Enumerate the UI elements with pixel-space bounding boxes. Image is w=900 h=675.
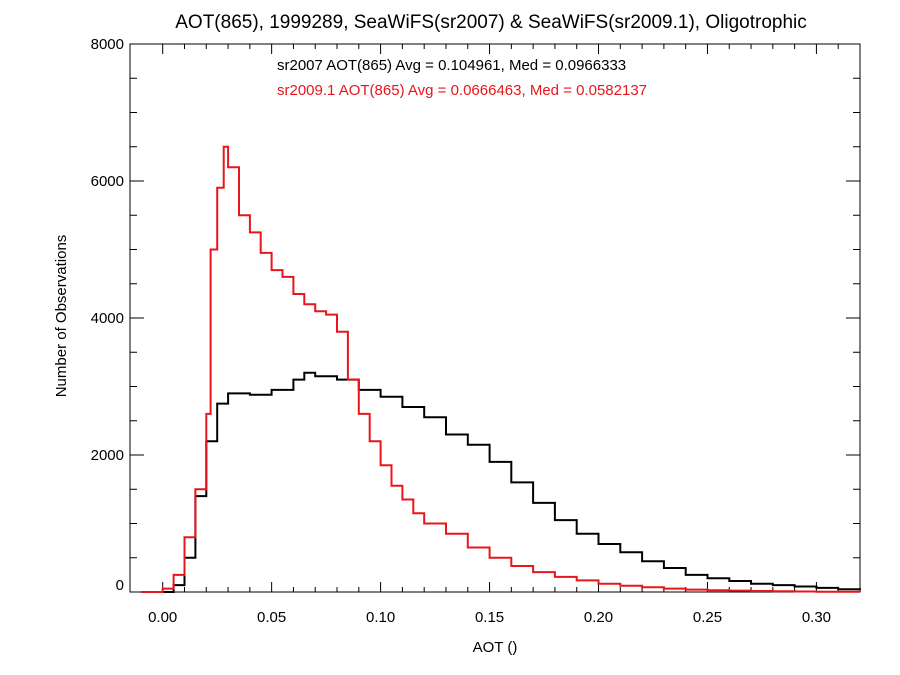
y-tick-label: 2000 — [91, 447, 124, 464]
x-axis-label: AOT () — [473, 639, 518, 656]
y-tick-label: 8000 — [91, 36, 124, 53]
plot-frame — [129, 43, 861, 593]
chart-title: AOT(865), 1999289, SeaWiFS(sr2007) & Sea… — [175, 12, 807, 33]
annotation-sr2007: sr2007 AOT(865) Avg = 0.104961, Med = 0.… — [277, 57, 626, 74]
series-line-1 — [140, 145, 861, 593]
annotation-sr2009: sr2009.1 AOT(865) Avg = 0.0666463, Med =… — [277, 82, 647, 99]
y-tick-label: 0 — [116, 577, 124, 594]
x-tick-label: 0.15 — [475, 609, 504, 626]
x-tick-label: 0.30 — [802, 609, 831, 626]
series-group — [140, 145, 861, 593]
y-axis-label: Number of Observations — [53, 235, 70, 398]
series-line-0 — [162, 371, 861, 593]
x-tick-label: 0.10 — [366, 609, 395, 626]
x-tick-label: 0.20 — [584, 609, 613, 626]
axis-ticks: 0.00 0.05 0.10 0.15 0.20 0.25 0.30 0 2000 4000 600… — [91, 36, 861, 626]
x-tick-label: 0.05 — [257, 609, 286, 626]
y-tick-label: 4000 — [91, 310, 124, 327]
x-tick-label: 0.00 — [148, 609, 177, 626]
y-tick-label: 6000 — [91, 173, 124, 190]
x-tick-label: 0.25 — [693, 609, 722, 626]
